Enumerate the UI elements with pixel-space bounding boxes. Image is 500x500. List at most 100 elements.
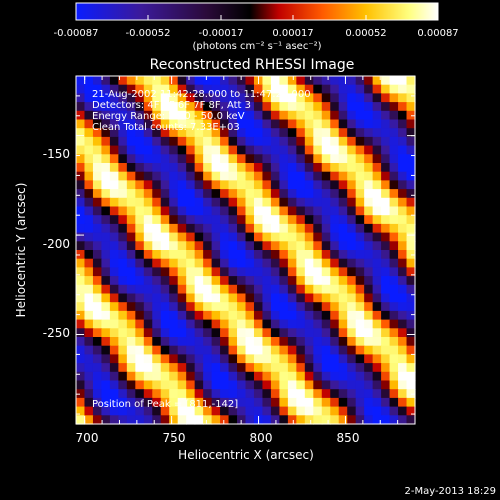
- heatmap-cell: [135, 363, 145, 373]
- heatmap-cell: [92, 363, 103, 373]
- heatmap-cell: [347, 223, 357, 234]
- heatmap-cell: [92, 215, 103, 225]
- heatmap-cell: [84, 171, 94, 181]
- heatmap-cell: [321, 380, 331, 390]
- heatmap-cell: [186, 302, 196, 312]
- heatmap-cell: [364, 267, 374, 277]
- heatmap-cell: [135, 293, 145, 303]
- heatmap-cell: [355, 197, 365, 208]
- heatmap-cell: [347, 337, 357, 347]
- heatmap-cell: [211, 119, 221, 129]
- heatmap-cell: [389, 354, 399, 364]
- heatmap-cell: [355, 406, 365, 416]
- heatmap-cell: [304, 171, 314, 181]
- heatmap-cell: [92, 180, 103, 190]
- heatmap-cell: [237, 215, 247, 225]
- heatmap-cell: [203, 345, 213, 355]
- heatmap-cell: [262, 380, 272, 390]
- heatmap-cell: [321, 363, 331, 373]
- heatmap-cell: [270, 110, 280, 121]
- heatmap-cell: [304, 276, 314, 286]
- heatmap-cell: [194, 223, 204, 234]
- heatmap-cell: [220, 119, 230, 129]
- heatmap-cell: [228, 171, 238, 181]
- heatmap-cell: [338, 310, 348, 321]
- heatmap-cell: [92, 406, 103, 416]
- heatmap-cell: [355, 93, 365, 103]
- heatmap-cell: [279, 354, 289, 364]
- heatmap-cell: [355, 293, 365, 303]
- colorbar-tick-label: 0.00017: [272, 28, 313, 39]
- heatmap-cell: [338, 223, 348, 234]
- heatmap-cell: [169, 276, 179, 286]
- heatmap-cell: [296, 180, 306, 190]
- heatmap-cell: [245, 302, 255, 312]
- heatmap-cell: [296, 223, 306, 234]
- heatmap-cell: [160, 128, 170, 138]
- heatmap-cell: [304, 354, 314, 364]
- heatmap-cell: [237, 76, 247, 86]
- heatmap-cell: [109, 180, 119, 190]
- heatmap-cell: [338, 232, 348, 242]
- heatmap-cell: [304, 145, 314, 155]
- heatmap-cell: [118, 180, 128, 190]
- heatmap-cell: [262, 389, 272, 399]
- heatmap-cell: [203, 241, 213, 251]
- heatmap-cell: [152, 354, 162, 364]
- heatmap-cell: [338, 154, 348, 164]
- heatmap-cell: [296, 154, 306, 164]
- heatmap-cell: [262, 241, 272, 251]
- heatmap-cell: [237, 206, 247, 216]
- heatmap-cell: [84, 337, 94, 347]
- heatmap-cell: [262, 163, 272, 173]
- colorbar-unit-label: (photons cm⁻² s⁻¹ asec⁻²): [192, 41, 321, 52]
- heatmap-cell: [109, 136, 119, 147]
- heatmap-cell: [347, 267, 357, 277]
- heatmap-cell: [347, 328, 357, 338]
- heatmap-cell: [84, 363, 94, 373]
- heatmap-cell: [143, 380, 153, 390]
- heatmap-cell: [118, 389, 128, 399]
- heatmap-cell: [389, 250, 399, 260]
- heatmap-cell: [253, 293, 264, 303]
- heatmap-cell: [92, 93, 103, 103]
- heatmap-cell: [169, 250, 179, 260]
- heatmap-cell: [270, 223, 280, 234]
- heatmap-cell: [398, 354, 408, 364]
- heatmap-cell: [194, 406, 204, 416]
- heatmap-cell: [169, 76, 179, 86]
- heatmap-cell: [253, 223, 264, 234]
- heatmap-cell: [194, 380, 204, 390]
- heatmap-cell: [347, 163, 357, 173]
- heatmap-cell: [76, 284, 86, 295]
- heatmap-cell: [355, 284, 365, 295]
- heatmap-cell: [186, 337, 196, 347]
- heatmap-cell: [406, 258, 416, 268]
- heatmap-cell: [160, 163, 170, 173]
- heatmap-cell: [321, 406, 331, 416]
- heatmap-cell: [220, 250, 230, 260]
- heatmap-cell: [313, 154, 323, 164]
- heatmap-cell: [84, 110, 94, 121]
- heatmap-cell: [270, 345, 280, 355]
- heatmap-cell: [381, 110, 391, 121]
- heatmap-cell: [194, 128, 204, 138]
- heatmap-cell: [109, 76, 119, 86]
- heatmap-cell: [389, 84, 399, 94]
- heatmap-cell: [347, 171, 357, 181]
- heatmap-cell: [76, 180, 86, 190]
- heatmap-cell: [347, 363, 357, 373]
- heatmap-cell: [372, 171, 382, 181]
- heatmap-cell: [143, 110, 153, 121]
- heatmap-cell: [169, 84, 179, 94]
- heatmap-cell: [109, 328, 119, 338]
- heatmap-cell: [84, 284, 94, 295]
- heatmap-cell: [398, 154, 408, 164]
- heatmap-cell: [279, 302, 289, 312]
- heatmap-cell: [279, 380, 289, 390]
- heatmap-cell: [270, 258, 280, 268]
- heatmap-cell: [347, 197, 357, 208]
- heatmap-cell: [355, 267, 365, 277]
- heatmap-cell: [279, 180, 289, 190]
- heatmap-cell: [237, 354, 247, 364]
